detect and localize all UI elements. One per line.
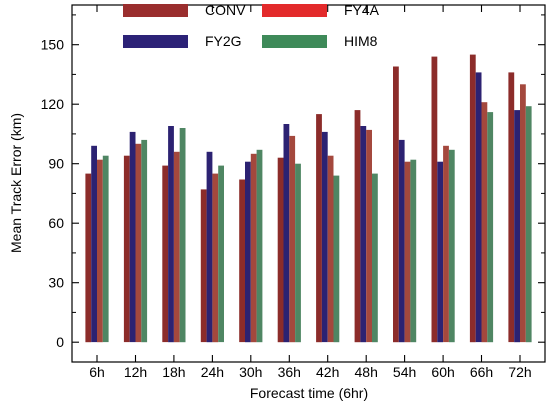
legend-item-him8: HIM8: [262, 33, 378, 49]
bar-conv-48h: [354, 110, 361, 343]
bar-conv-12h: [123, 155, 130, 343]
legend-swatch: [123, 4, 188, 17]
bar-fy4a-12h: [135, 143, 142, 343]
bar-fy4a-18h: [173, 151, 180, 343]
x-tick-label: 18h: [162, 364, 185, 380]
bar-fy2g-42h: [321, 131, 328, 343]
bar-him8-66h: [487, 112, 494, 343]
bar-him8-60h: [448, 149, 455, 343]
bar-him8-24h: [218, 165, 224, 343]
bar-him8-12h: [141, 139, 148, 343]
x-tick-label: 66h: [470, 364, 493, 380]
x-tick-label: 54h: [393, 364, 416, 380]
bar-fy4a-30h: [250, 153, 257, 343]
x-tick-label: 36h: [278, 364, 301, 380]
legend-label: CONV: [205, 2, 246, 18]
bar-fy2g-18h: [168, 126, 174, 343]
bar-fy2g-54h: [398, 139, 405, 343]
legend-label: FY4A: [344, 2, 380, 18]
y-tick-label: 30: [48, 275, 64, 291]
bar-fy4a-36h: [289, 135, 296, 343]
legend-swatch: [262, 35, 327, 48]
legend-item-fy4a: FY4A: [262, 2, 380, 18]
bar-fy4a-48h: [366, 129, 372, 343]
bar-fy2g-24h: [206, 151, 213, 343]
x-axis: 6h 12h 18h 24h 30h 36h 42h 48h 54h 60h 66h 72h: [89, 5, 532, 380]
bar-conv-60h: [431, 56, 438, 343]
y-tick-label: 150: [41, 37, 65, 53]
x-tick-label: 30h: [239, 364, 262, 380]
bar-him8-48h: [372, 173, 378, 343]
bar-conv-72h: [508, 72, 515, 343]
x-tick-label: 60h: [431, 364, 454, 380]
bar-conv-24h: [200, 189, 207, 343]
bar-fy4a-54h: [404, 161, 411, 343]
bar-fy4a-6h: [97, 159, 103, 343]
bar-him8-6h: [102, 155, 109, 343]
bar-him8-30h: [256, 149, 263, 343]
bar-him8-36h: [295, 163, 301, 343]
bar-conv-66h: [469, 54, 476, 343]
bar-fy4a-72h: [520, 84, 526, 343]
y-tick-label: 90: [48, 156, 64, 172]
legend-item-conv: CONV: [123, 2, 246, 18]
bar-fy2g-60h: [437, 161, 444, 343]
y-axis-label: Mean Track Error (km): [8, 113, 24, 253]
bar-fy2g-72h: [514, 110, 520, 343]
bar-him8-42h: [333, 175, 340, 343]
bar-fy2g-36h: [283, 124, 290, 343]
legend-swatch: [262, 4, 327, 17]
bar-conv-42h: [316, 114, 322, 343]
bar-him8-54h: [410, 159, 417, 343]
x-tick-label: 12h: [124, 364, 147, 380]
x-tick-label: 48h: [355, 364, 378, 380]
bars-layer: [85, 54, 532, 343]
bar-fy2g-30h: [245, 161, 251, 343]
bar-conv-6h: [85, 173, 92, 343]
x-tick-label: 42h: [316, 364, 339, 380]
bar-fy4a-42h: [327, 155, 334, 343]
x-tick-label: 6h: [89, 364, 105, 380]
y-tick-label: 120: [41, 96, 65, 112]
x-axis-label: Forecast time (6hr): [250, 385, 368, 401]
bar-fy4a-66h: [481, 102, 488, 343]
legend-label: FY2G: [205, 33, 242, 49]
bar-fy2g-6h: [91, 145, 97, 343]
legend: CONV FY2G FY4A HIM8: [123, 2, 380, 49]
y-tick-label: 0: [56, 334, 64, 350]
bar-fy4a-60h: [443, 145, 449, 343]
legend-label: HIM8: [344, 33, 378, 49]
bar-fy2g-66h: [475, 72, 482, 343]
bar-conv-18h: [162, 165, 169, 343]
bar-conv-30h: [239, 179, 245, 343]
bar-fy2g-48h: [360, 126, 367, 343]
bar-him8-18h: [179, 128, 186, 343]
y-tick-label: 60: [48, 215, 64, 231]
x-tick-label: 24h: [201, 364, 224, 380]
legend-swatch: [123, 35, 188, 48]
x-tick-label: 72h: [508, 364, 531, 380]
bar-fy4a-24h: [212, 173, 219, 343]
y-axis: 0 30 60 90 120 150: [41, 14, 545, 350]
bar-him8-72h: [525, 106, 532, 343]
bar-fy2g-12h: [129, 131, 136, 343]
bar-conv-54h: [393, 66, 399, 343]
bar-conv-36h: [277, 157, 284, 343]
legend-item-fy2g: FY2G: [123, 33, 242, 49]
